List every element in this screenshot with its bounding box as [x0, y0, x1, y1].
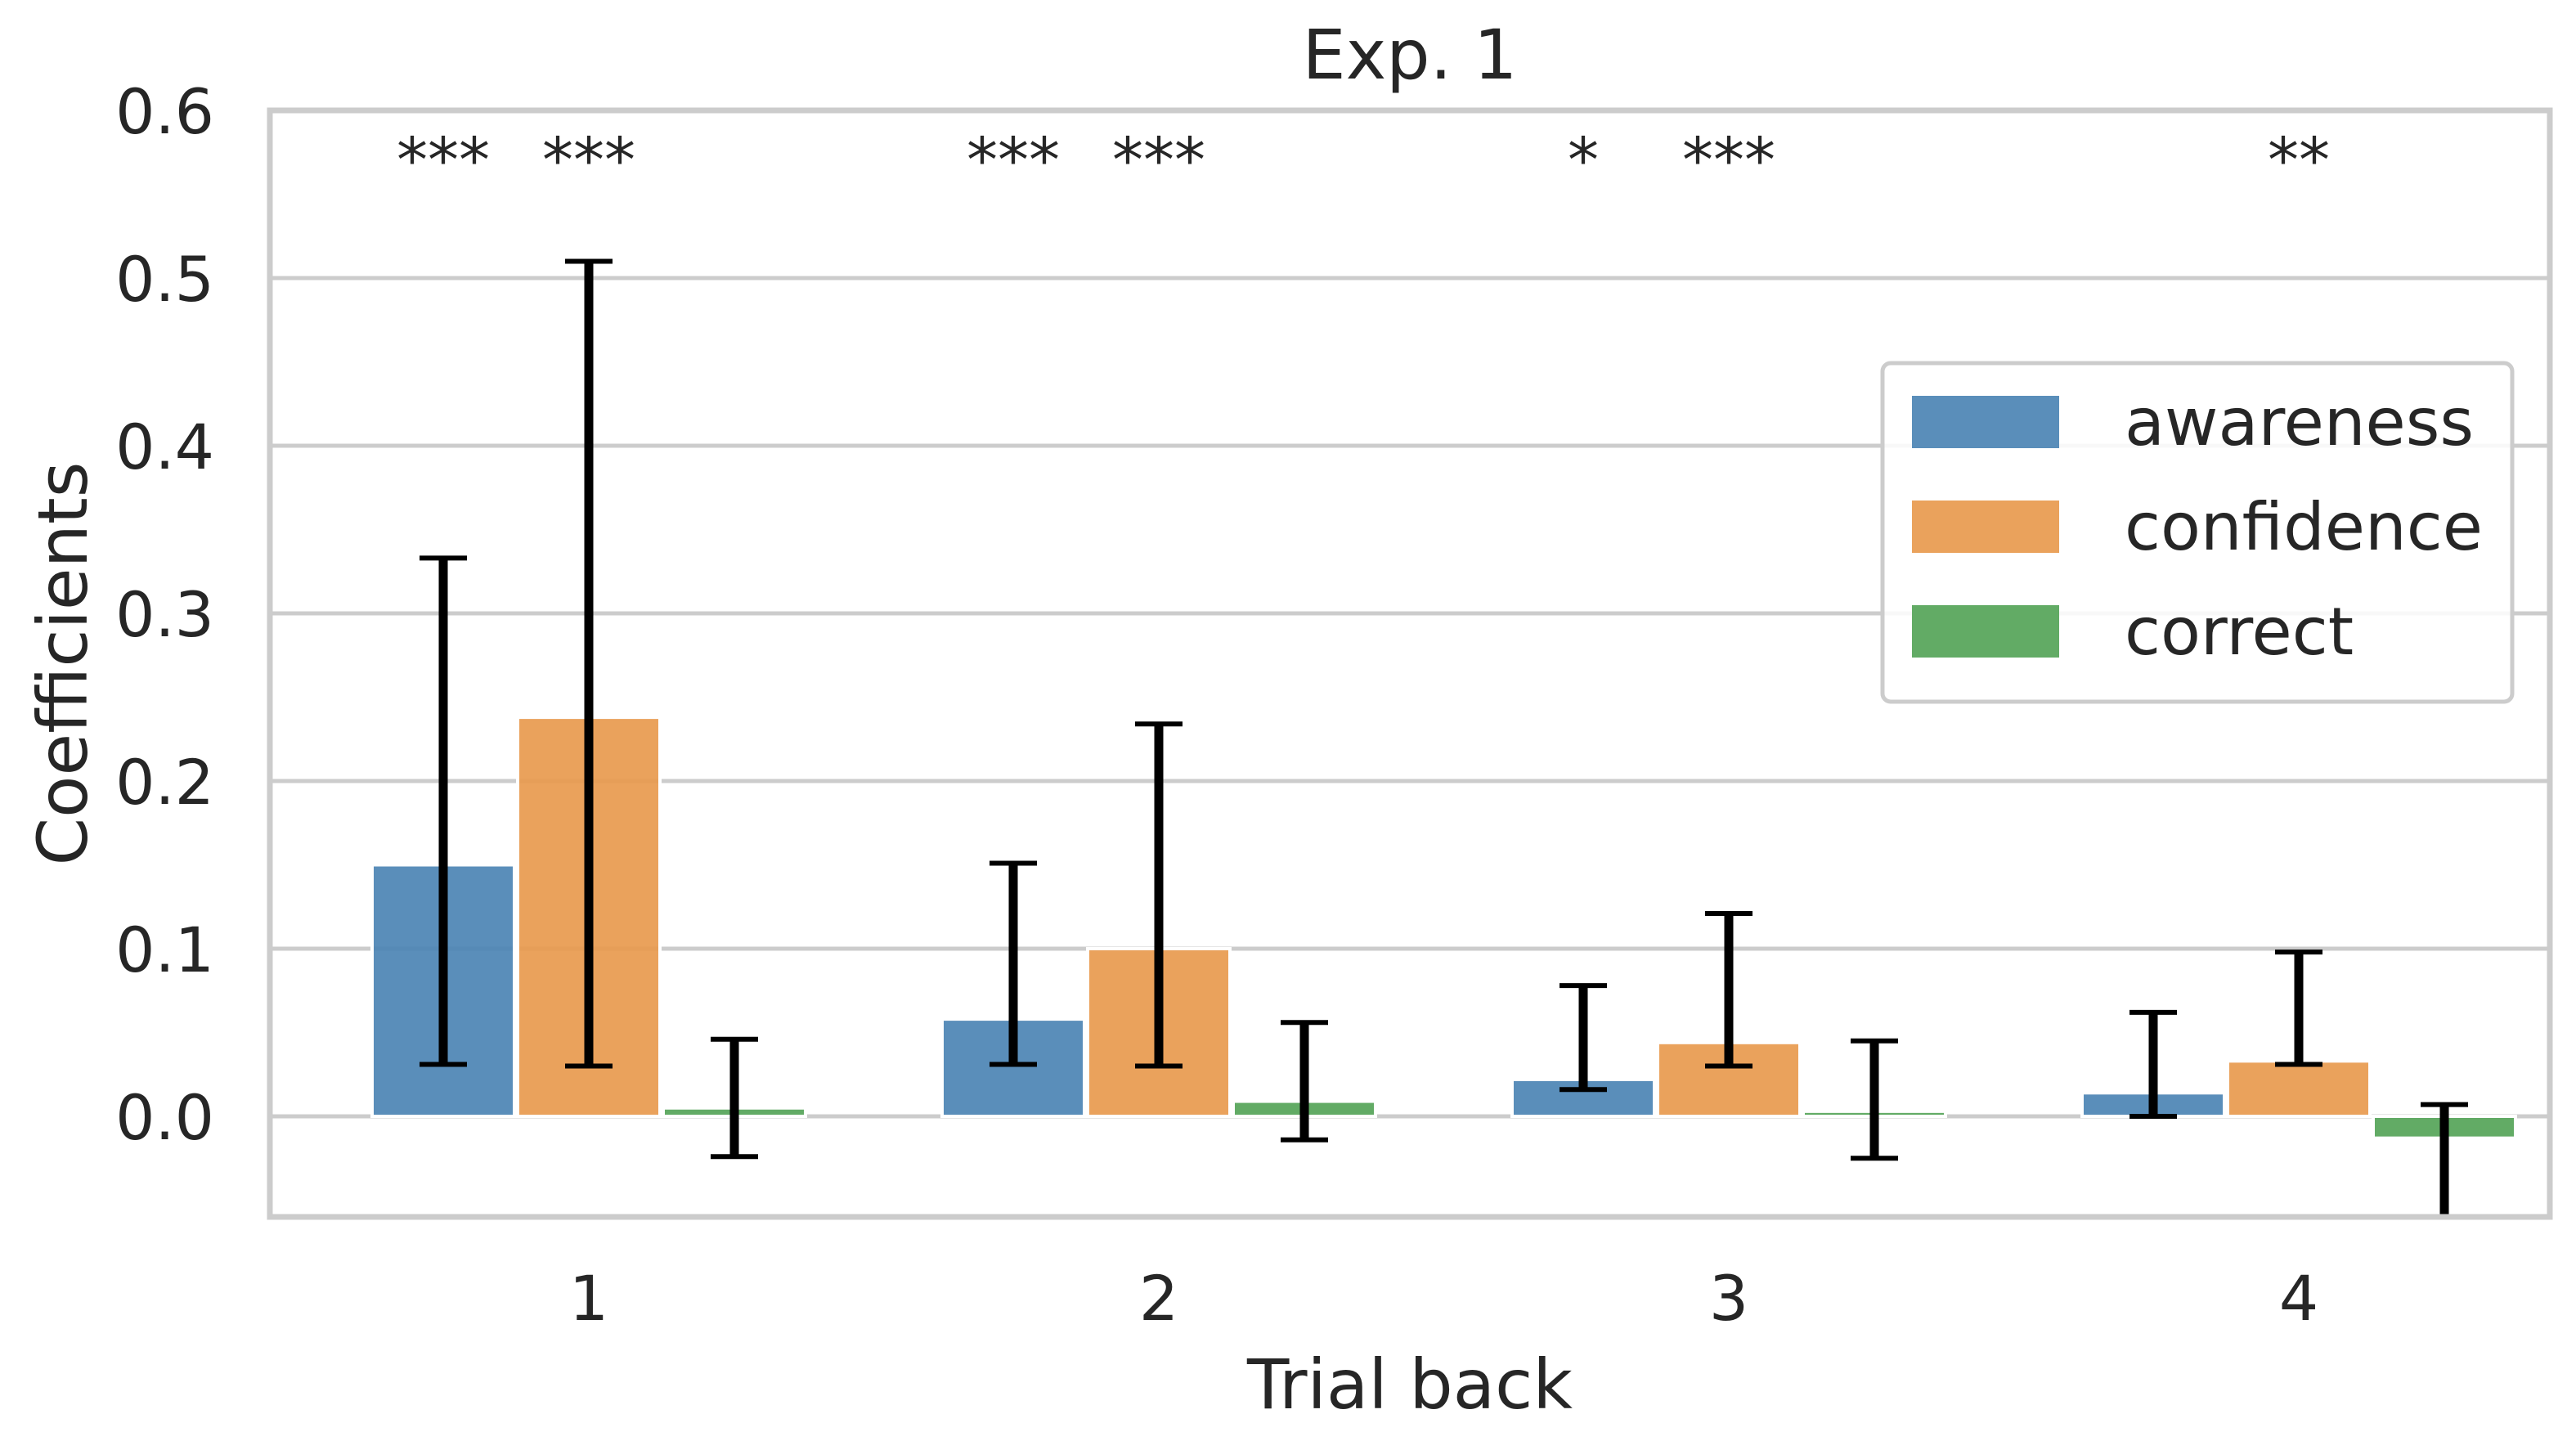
- error-bar-confidence-2: [1135, 721, 1183, 1069]
- error-bars: [420, 258, 2468, 1219]
- legend-label: correct: [2125, 594, 2354, 670]
- y-tick-label: 0.3: [115, 578, 214, 651]
- y-tick-label: 0.2: [115, 746, 214, 819]
- chart-title: Exp. 1: [1303, 15, 1518, 95]
- bar-confidence-3: [1656, 1040, 1802, 1119]
- error-bar-correct-3: [1851, 1038, 1898, 1161]
- y-axis-label: Coefficients: [23, 461, 103, 865]
- legend-item-confidence: confidence: [1912, 489, 2483, 565]
- legend-swatch: [1912, 605, 2059, 658]
- bar-confidence-4: [2226, 1059, 2372, 1118]
- error-bar-awareness-2: [990, 860, 1037, 1067]
- x-tick-label: 2: [1139, 1262, 1178, 1335]
- significance-marker: **: [2268, 123, 2330, 196]
- error-bar-awareness-1: [420, 555, 467, 1067]
- error-bar-correct-2: [1281, 1020, 1328, 1142]
- significance-marker: *: [1568, 123, 1599, 196]
- x-ticks: 1 2 3 4: [569, 1262, 2318, 1335]
- legend: awareness confidence correct: [1880, 361, 2515, 704]
- y-ticks: 0.0 0.1 0.2 0.3 0.4 0.5 0.6: [115, 75, 214, 1154]
- error-bar-correct-1: [711, 1036, 758, 1160]
- legend-label: confidence: [2125, 489, 2483, 565]
- x-tick-label: 1: [569, 1262, 608, 1335]
- legend-label: awareness: [2125, 384, 2474, 460]
- significance-markers: *** *** *** *** * *** **: [397, 123, 2330, 196]
- error-bar-confidence-3: [1705, 910, 1752, 1069]
- error-bar-confidence-4: [2275, 949, 2322, 1067]
- y-tick-label: 0.0: [115, 1081, 214, 1154]
- significance-marker: ***: [1682, 123, 1775, 196]
- legend-item-correct: correct: [1912, 594, 2354, 670]
- y-tick-label: 0.5: [115, 243, 214, 316]
- significance-marker: ***: [967, 123, 1060, 196]
- legend-swatch: [1912, 501, 2059, 553]
- y-tick-label: 0.1: [115, 914, 214, 986]
- significance-marker: ***: [542, 123, 635, 196]
- legend-swatch: [1912, 396, 2059, 448]
- error-bar-confidence-1: [565, 258, 613, 1069]
- error-bar-awareness-4: [2129, 1009, 2177, 1119]
- y-tick-label: 0.6: [115, 75, 214, 148]
- x-tick-label: 3: [1709, 1262, 1748, 1335]
- significance-marker: ***: [397, 123, 490, 196]
- plot-frame: [267, 107, 2553, 1220]
- y-tick-label: 0.4: [115, 411, 214, 483]
- significance-marker: ***: [1112, 123, 1205, 196]
- x-tick-label: 4: [2279, 1262, 2318, 1335]
- legend-item-awareness: awareness: [1912, 384, 2474, 460]
- error-bar-awareness-3: [1560, 983, 1607, 1093]
- x-axis-label: Trial back: [1246, 1345, 1573, 1425]
